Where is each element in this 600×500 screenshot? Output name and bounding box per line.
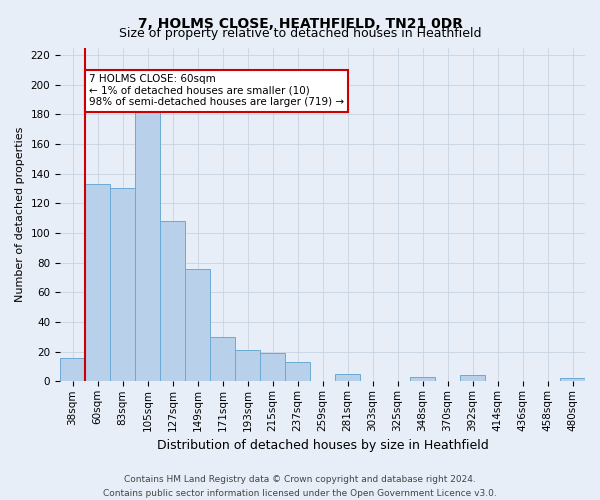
Bar <box>460 376 485 382</box>
Bar <box>160 221 185 382</box>
Bar <box>110 188 135 382</box>
Y-axis label: Number of detached properties: Number of detached properties <box>15 127 25 302</box>
Bar <box>260 353 285 382</box>
Bar <box>560 378 585 382</box>
Bar <box>335 374 360 382</box>
Bar <box>185 268 210 382</box>
Bar <box>60 358 85 382</box>
Text: Size of property relative to detached houses in Heathfield: Size of property relative to detached ho… <box>119 28 481 40</box>
Text: 7 HOLMS CLOSE: 60sqm
← 1% of detached houses are smaller (10)
98% of semi-detach: 7 HOLMS CLOSE: 60sqm ← 1% of detached ho… <box>89 74 344 108</box>
Bar <box>210 337 235 382</box>
Text: Contains HM Land Registry data © Crown copyright and database right 2024.
Contai: Contains HM Land Registry data © Crown c… <box>103 476 497 498</box>
Bar <box>235 350 260 382</box>
X-axis label: Distribution of detached houses by size in Heathfield: Distribution of detached houses by size … <box>157 440 488 452</box>
Bar <box>285 362 310 382</box>
Bar <box>410 377 435 382</box>
Text: 7, HOLMS CLOSE, HEATHFIELD, TN21 0DR: 7, HOLMS CLOSE, HEATHFIELD, TN21 0DR <box>137 18 463 32</box>
Bar <box>85 184 110 382</box>
Bar <box>135 108 160 382</box>
